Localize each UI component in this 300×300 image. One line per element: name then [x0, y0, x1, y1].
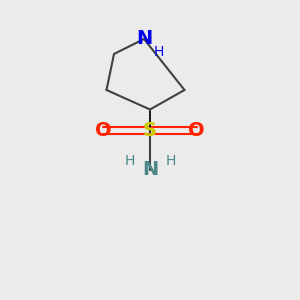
- Text: H: H: [165, 154, 176, 168]
- Text: N: N: [136, 29, 152, 49]
- Text: S: S: [143, 121, 157, 140]
- Text: N: N: [142, 160, 158, 179]
- Text: O: O: [95, 121, 112, 140]
- Text: H: H: [124, 154, 135, 168]
- Text: O: O: [188, 121, 205, 140]
- Text: H: H: [153, 45, 164, 58]
